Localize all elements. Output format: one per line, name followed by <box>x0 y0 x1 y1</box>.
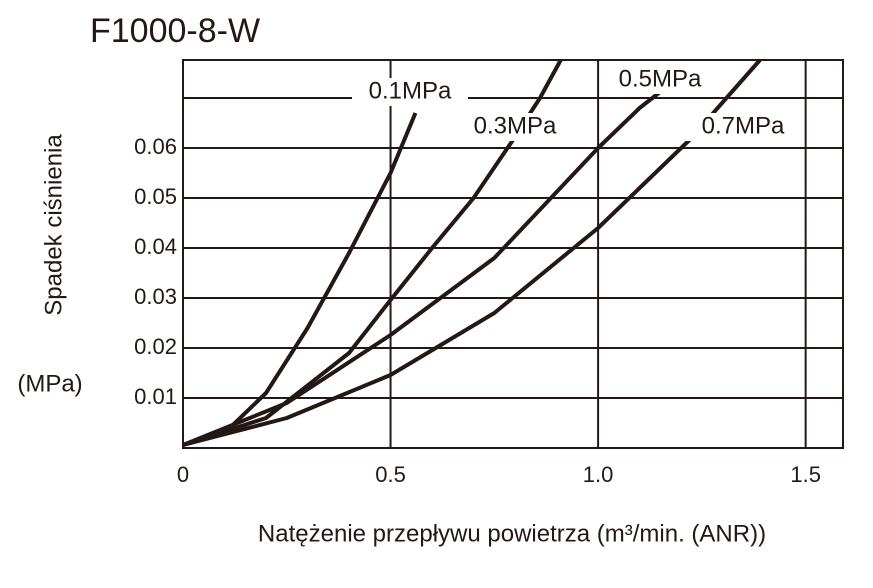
label-background <box>352 78 468 106</box>
y-tick-label: 0.01 <box>134 384 177 409</box>
y-tick-label: 0.03 <box>134 284 177 309</box>
x-tick-label: 0.5 <box>375 462 406 487</box>
x-axis-label: Natężenie przepływu powietrza (m³/min. (… <box>258 520 766 547</box>
label-background <box>685 113 801 141</box>
y-axis-label: Spadek ciśnienia <box>40 134 67 316</box>
x-tick-label: 1.5 <box>790 462 821 487</box>
y-axis-unit: (MPa) <box>17 370 82 397</box>
series-label: 0.3MPa <box>474 112 557 139</box>
y-tick-label: 0.02 <box>134 334 177 359</box>
label-background <box>457 113 573 141</box>
series-label: 0.5MPa <box>619 65 702 92</box>
y-tick-label: 0.05 <box>134 184 177 209</box>
chart-title: F1000-8-W <box>90 12 260 50</box>
series-label: 0.1MPa <box>369 77 452 104</box>
label-background <box>602 66 718 94</box>
curve <box>182 73 683 447</box>
y-tick-label: 0.04 <box>134 234 177 259</box>
y-tick-label: 0.06 <box>134 134 177 159</box>
x-tick-label: 1.0 <box>583 462 614 487</box>
x-tick-label: 0 <box>177 462 189 487</box>
series-label: 0.7MPa <box>702 112 785 139</box>
